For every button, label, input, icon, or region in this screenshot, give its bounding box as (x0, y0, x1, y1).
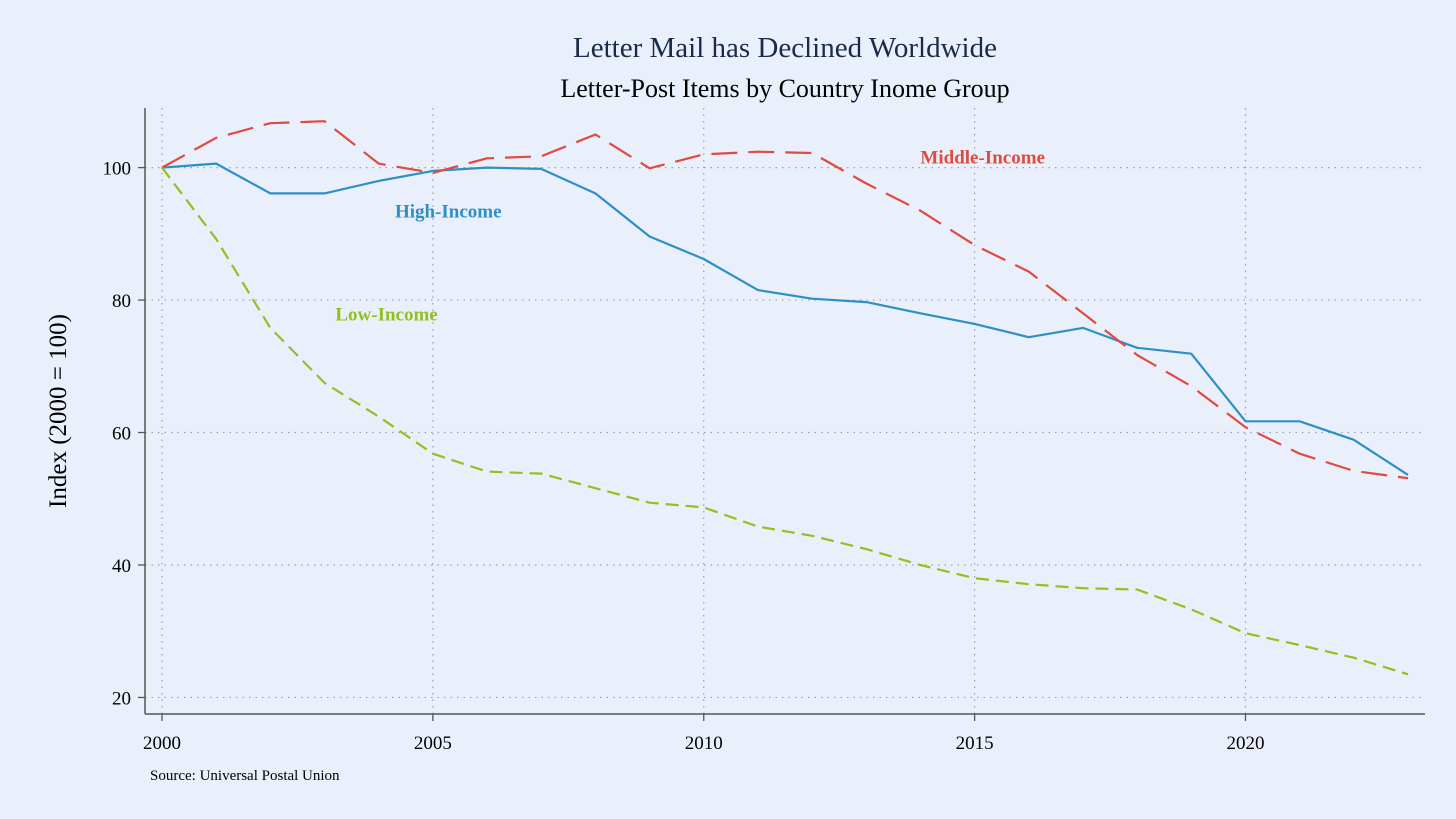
series-label-low-income: Low-Income (335, 305, 437, 326)
x-tick-label-2015: 2015 (956, 733, 994, 754)
y-tick-label-100: 100 (103, 159, 132, 180)
series-lines (161, 120, 1409, 676)
chart-subtitle: Letter-Post Items by Country Inome Group (560, 74, 1009, 103)
source-note: Source: Universal Postal Union (150, 768, 340, 784)
y-tick-label-80: 80 (112, 291, 131, 312)
x-axis-ticks: 2000 2005 2010 2015 2020 (143, 714, 1264, 754)
y-axis-ticks: 20 40 60 80 100 (103, 159, 145, 709)
y-tick-label-60: 60 (112, 424, 131, 445)
y-tick-label-20: 20 (112, 688, 131, 709)
series-line-high-income (161, 162, 1409, 476)
series-line-middle-income (161, 120, 1409, 480)
series-label-middle-income: Middle-Income (920, 148, 1045, 169)
series-label-high-income: High-Income (395, 201, 502, 222)
axes (144, 108, 1425, 715)
series-line-low-income (161, 166, 1409, 676)
series-labels: High-Income Middle-Income Low-Income (335, 148, 1045, 326)
chart-title: Letter Mail has Declined Worldwide (573, 32, 997, 64)
x-tick-label-2010: 2010 (685, 733, 723, 754)
x-tick-label-2005: 2005 (414, 733, 452, 754)
gridlines (145, 108, 1425, 714)
y-axis-label: Index (2000 = 100) (45, 314, 72, 508)
x-tick-label-2000: 2000 (143, 733, 181, 754)
x-tick-label-2020: 2020 (1226, 733, 1264, 754)
y-tick-label-40: 40 (112, 556, 131, 577)
